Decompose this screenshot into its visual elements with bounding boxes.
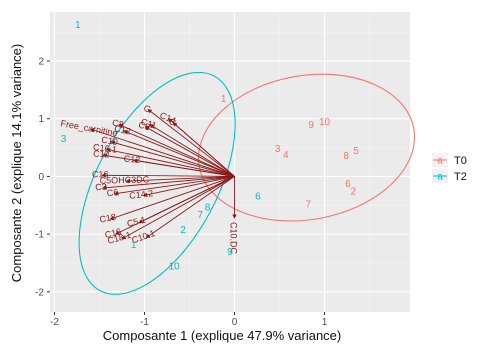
legend-key-symbol: a xyxy=(437,172,443,183)
y-axis-title: Composante 2 (explique 14.1% variance) xyxy=(9,44,24,282)
legend: a T0 a T2 xyxy=(432,153,467,183)
variable-arrows: CC14CC11C5C8C12Free_carnitineC10C16.1C14… xyxy=(60,103,239,255)
variable-label: C5 xyxy=(137,120,151,133)
point-label-t0: 4 xyxy=(283,150,289,161)
variable-arrow xyxy=(102,175,235,190)
variable-arrow xyxy=(147,108,235,177)
point-label-t0: 5 xyxy=(353,146,359,157)
variable-label: C12 xyxy=(123,154,140,165)
point-label-t2: 1 xyxy=(75,20,81,31)
point-label-t0: 9 xyxy=(308,120,314,131)
variable-arrow xyxy=(89,128,235,177)
legend-label-t0: T0 xyxy=(454,155,467,167)
variable-label: C xyxy=(142,103,152,115)
variable-label: C5.1 xyxy=(126,214,147,228)
point-label-t2: 10 xyxy=(169,261,181,272)
point-label-t2: 2 xyxy=(180,225,186,236)
variable-arrow xyxy=(101,173,235,178)
variable-arrow xyxy=(142,175,235,197)
variable-arrow xyxy=(144,126,235,177)
variable-arrow xyxy=(132,158,235,177)
variable-arrow xyxy=(105,147,235,177)
y-tick-label: 1 xyxy=(38,114,44,125)
legend-key-symbol: a xyxy=(437,156,443,167)
variable-label: C xyxy=(168,116,178,128)
variable-label: C3 xyxy=(95,182,107,193)
variable-label: C16 xyxy=(92,169,109,179)
point-label-t2: 3 xyxy=(61,134,67,145)
variable-label: C10 xyxy=(101,135,119,147)
point-label-t0: 3 xyxy=(275,144,281,155)
x-tick-label: 0 xyxy=(232,317,238,328)
variable-arrow xyxy=(114,176,235,235)
variable-label: C18 xyxy=(99,212,117,225)
y-tick-label: 2 xyxy=(38,57,44,68)
point-label-t0: 2 xyxy=(351,186,357,197)
point-label-t2: 1 xyxy=(131,240,137,251)
x-tick-label: -1 xyxy=(140,317,149,328)
point-label-t0: 10 xyxy=(319,117,331,128)
variable-label: C6 xyxy=(106,187,118,198)
y-tick-label: -2 xyxy=(35,287,44,298)
variable-label: C5OHC3DC xyxy=(100,174,150,185)
variable-label: C10.DC xyxy=(229,222,239,255)
legend-label-t2: T2 xyxy=(454,171,467,183)
variable-arrow xyxy=(118,123,235,177)
variable-arrow xyxy=(113,175,235,196)
point-label-t0: 8 xyxy=(343,151,349,162)
variable-arrow xyxy=(149,124,235,177)
variable-label: C14.2 xyxy=(129,188,154,201)
variable-arrow xyxy=(109,175,235,221)
point-label-t2: 6 xyxy=(255,192,261,203)
variable-label: C14 xyxy=(93,148,110,159)
variable-arrow xyxy=(121,176,235,240)
variable-label: C11 xyxy=(140,117,158,131)
variable-arrow xyxy=(145,176,235,239)
y-tick-label: -1 xyxy=(35,230,44,241)
variable-arrow xyxy=(122,130,235,177)
variable-label: C12 xyxy=(113,123,131,136)
variable-arrow xyxy=(110,140,235,177)
point-label-t2: 8 xyxy=(205,203,211,214)
variable-arrow xyxy=(125,175,235,184)
point-label-t0: 1 xyxy=(221,94,227,105)
variable-label: C16 xyxy=(104,226,122,240)
point-label-t2: 9 xyxy=(227,247,233,258)
y-tick-label: 0 xyxy=(38,172,44,183)
point-label-t2: 7 xyxy=(198,210,204,221)
variable-arrow xyxy=(172,122,235,177)
point-label-t0: 6 xyxy=(345,179,351,190)
x-tick-label: -2 xyxy=(50,317,59,328)
variable-label: C8 xyxy=(111,117,125,129)
point-label-t0: 7 xyxy=(306,200,312,211)
axis-ticks: -2 -1 0 1 -2 -1 0 1 2 xyxy=(35,57,328,328)
x-axis-title: Composante 1 (explique 47.9% variance) xyxy=(103,328,341,343)
x-tick-label: 1 xyxy=(322,317,328,328)
variable-label: C16.1 xyxy=(93,142,118,155)
